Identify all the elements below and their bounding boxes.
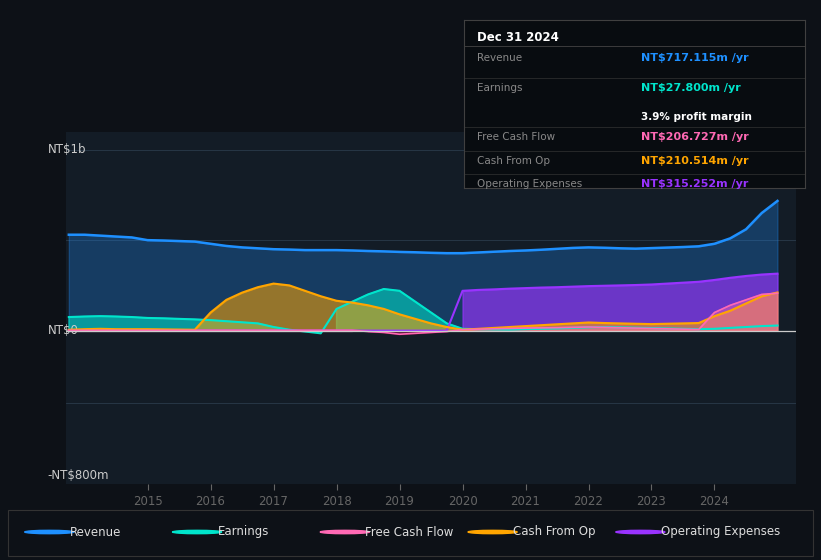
Text: NT$206.727m /yr: NT$206.727m /yr: [641, 132, 749, 142]
Text: Cash From Op: Cash From Op: [478, 156, 551, 166]
Text: Dec 31 2024: Dec 31 2024: [478, 31, 559, 44]
Text: NT$717.115m /yr: NT$717.115m /yr: [641, 53, 749, 63]
Circle shape: [25, 530, 74, 534]
Text: Cash From Op: Cash From Op: [513, 525, 595, 539]
Text: Operating Expenses: Operating Expenses: [661, 525, 780, 539]
Text: Free Cash Flow: Free Cash Flow: [478, 132, 556, 142]
Text: NT$0: NT$0: [48, 324, 78, 337]
Text: Revenue: Revenue: [70, 525, 122, 539]
Text: -NT$800m: -NT$800m: [48, 469, 109, 482]
Text: Operating Expenses: Operating Expenses: [478, 179, 583, 189]
Text: Revenue: Revenue: [478, 53, 523, 63]
FancyBboxPatch shape: [8, 510, 813, 556]
Circle shape: [616, 530, 665, 534]
Text: NT$27.800m /yr: NT$27.800m /yr: [641, 83, 741, 94]
Circle shape: [468, 530, 517, 534]
Text: NT$210.514m /yr: NT$210.514m /yr: [641, 156, 749, 166]
Text: NT$1b: NT$1b: [48, 143, 86, 156]
Circle shape: [172, 530, 222, 534]
Circle shape: [320, 530, 369, 534]
Text: 3.9% profit margin: 3.9% profit margin: [641, 112, 752, 122]
Text: Earnings: Earnings: [218, 525, 269, 539]
Text: Earnings: Earnings: [478, 83, 523, 94]
Text: NT$315.252m /yr: NT$315.252m /yr: [641, 179, 749, 189]
Text: Free Cash Flow: Free Cash Flow: [365, 525, 454, 539]
